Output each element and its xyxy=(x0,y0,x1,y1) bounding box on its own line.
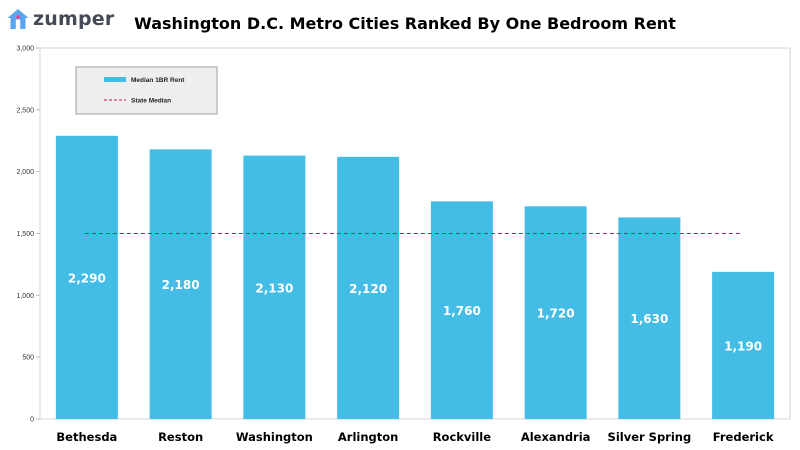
legend-swatch-bar xyxy=(104,77,126,82)
bar xyxy=(337,156,400,419)
x-tick-label: Washington xyxy=(236,430,313,444)
bar-data-label: 1,760 xyxy=(443,304,481,318)
y-tick-label: 2,500 xyxy=(16,107,34,114)
bar xyxy=(243,155,306,419)
legend-label-reference: State Median xyxy=(131,98,171,105)
y-tick-label: 1,500 xyxy=(16,231,34,238)
brand-name: zumper xyxy=(33,8,115,30)
x-tick-label: Frederick xyxy=(713,430,774,444)
legend-box xyxy=(75,66,218,115)
brand-logo: zumper xyxy=(6,6,114,32)
x-tick-label: Bethesda xyxy=(56,430,117,444)
bar-data-label: 2,130 xyxy=(255,281,293,295)
x-tick-label: Rockville xyxy=(433,430,492,444)
y-tick-label: 1,000 xyxy=(16,293,34,300)
bar-data-label: 2,120 xyxy=(349,282,387,296)
y-tick-label: 2,000 xyxy=(16,169,34,176)
y-tick-label: 0 xyxy=(30,417,34,424)
x-tick-label: Reston xyxy=(158,430,203,444)
x-tick-label: Silver Spring xyxy=(608,430,692,444)
x-tick-label: Arlington xyxy=(338,430,398,444)
bar xyxy=(618,217,681,419)
bar-data-label: 2,180 xyxy=(162,278,200,292)
chart-title: Washington D.C. Metro Cities Ranked By O… xyxy=(134,14,676,33)
bar xyxy=(55,135,118,419)
legend-label-series: Median 1BR Rent xyxy=(131,77,185,84)
house-logo-icon xyxy=(7,9,29,29)
bar-data-label: 1,720 xyxy=(537,307,575,321)
bar-data-label: 1,630 xyxy=(630,312,668,326)
bar xyxy=(149,149,212,419)
bar-data-label: 2,290 xyxy=(68,271,106,285)
y-tick-label: 3,000 xyxy=(16,46,34,53)
bar xyxy=(712,271,775,419)
y-tick-label: 500 xyxy=(22,355,34,362)
x-tick-label: Alexandria xyxy=(521,430,591,444)
bar-data-label: 1,190 xyxy=(724,339,762,353)
bar xyxy=(524,206,587,419)
bar xyxy=(430,201,493,419)
